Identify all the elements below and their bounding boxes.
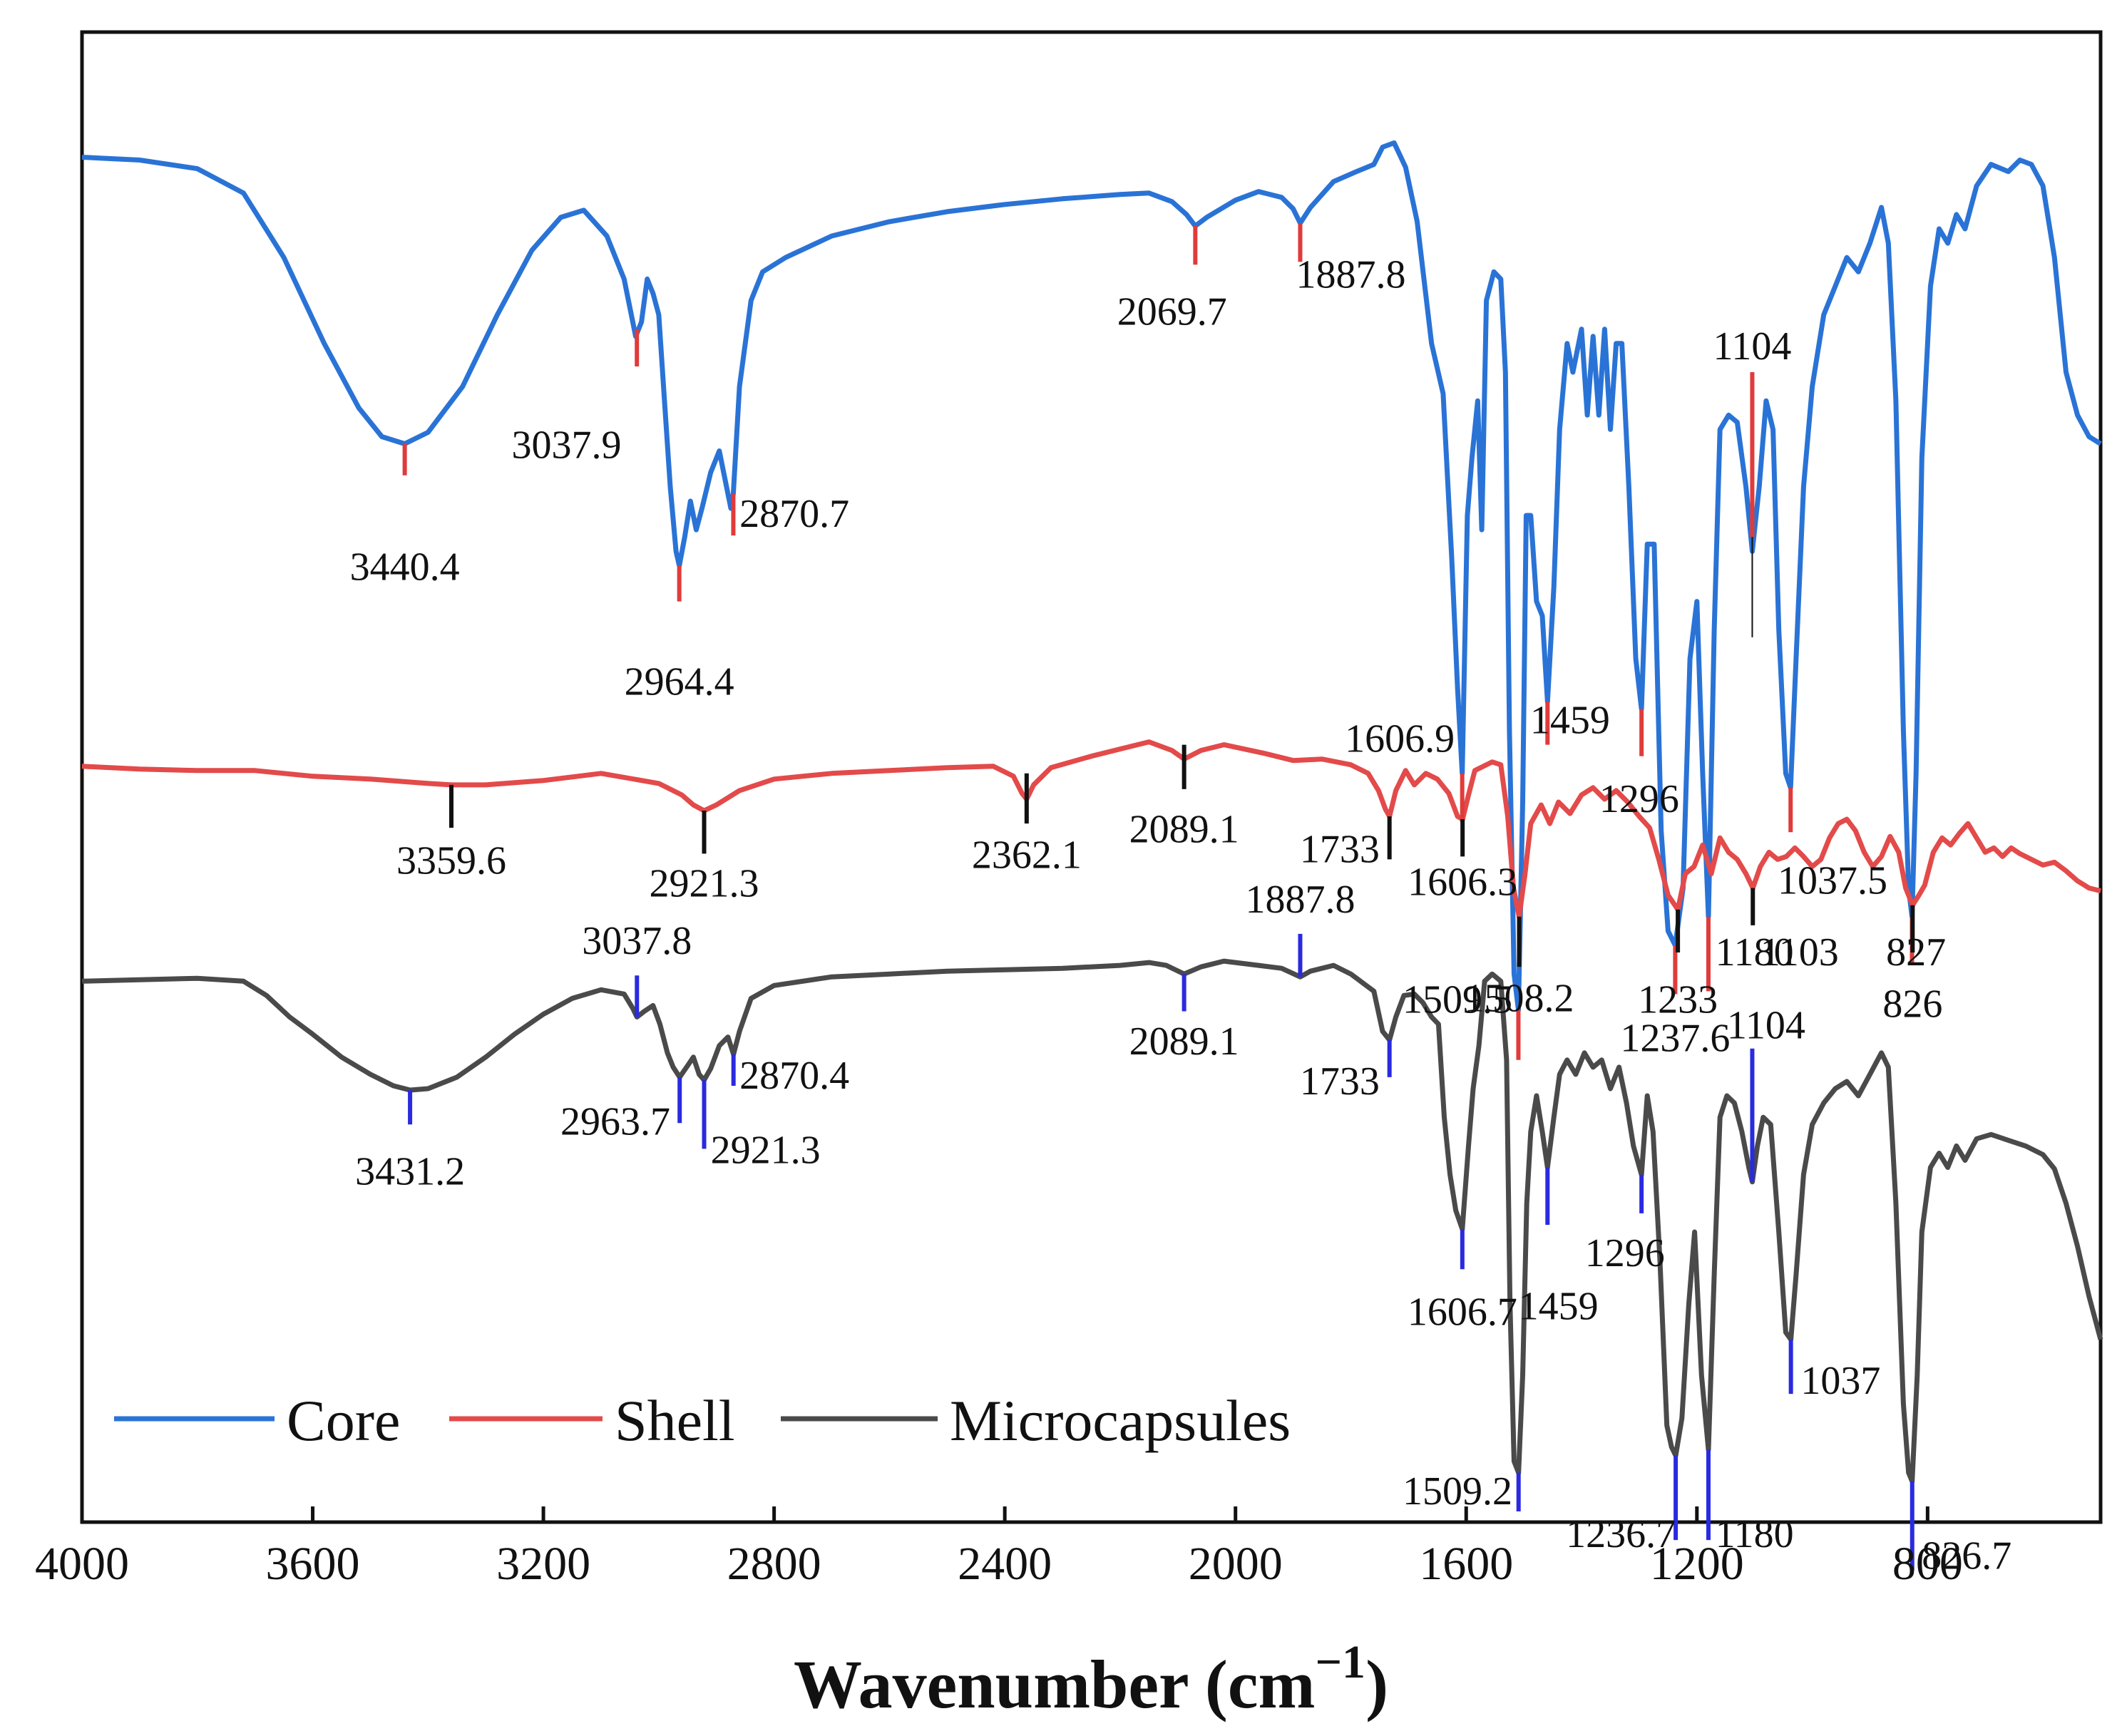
- peak-label-core-1237-6: 1237.6: [1620, 1017, 1730, 1061]
- x-axis-title-main: Wavenumber (cm: [794, 1646, 1315, 1722]
- x-tick-label-2400: 2400: [958, 1538, 1052, 1590]
- peak-label-microcapsules-1606-7: 1606.7: [1408, 1290, 1517, 1335]
- peak-annotations: 3440.4 3037.9 2964.4 2870.7 2069.7 1887.8 1606…: [350, 222, 2011, 1578]
- series-layer: [81, 140, 2103, 1484]
- peak-label-core-1104: 1104: [1713, 324, 1791, 369]
- peak-label-shell-2921-3: 2921.3: [650, 862, 759, 906]
- series-line-microcapsules: [81, 958, 2103, 1484]
- peak-label-microcapsules-2870-4: 2870.4: [739, 1054, 849, 1098]
- peak-label-core-2069-7: 2069.7: [1117, 290, 1227, 334]
- peak-label-microcapsules-1236-7: 1236.7: [1566, 1512, 1676, 1556]
- peak-label-core-1509-5: 1509.5: [1403, 977, 1512, 1022]
- plot-frame: [80, 30, 2103, 1524]
- peak-label-core-1887-8: 1887.8: [1296, 252, 1405, 297]
- peak-label-microcapsules-3037-8: 3037.8: [582, 919, 692, 963]
- peak-label-microcapsules-1887-8: 1887.8: [1245, 878, 1355, 922]
- legend: Core Shell Microcapsules: [114, 1388, 1291, 1453]
- peak-label-core-3440-4: 3440.4: [350, 545, 460, 589]
- peak-label-core-2870-7: 2870.7: [739, 492, 849, 536]
- peak-label-microcapsules-1459: 1459: [1519, 1285, 1599, 1329]
- x-tick-label-3600: 3600: [266, 1538, 360, 1590]
- peak-label-core-1296: 1296: [1599, 777, 1679, 821]
- peak-label-shell-3359-6: 3359.6: [396, 839, 506, 883]
- peak-label-shell-1103: 1103: [1760, 930, 1839, 975]
- legend-label-microcapsules: Microcapsules: [950, 1388, 1291, 1453]
- peak-label-shell-1733: 1733: [1300, 827, 1380, 871]
- peak-label-shell-2362-1: 2362.1: [972, 833, 1082, 877]
- legend-label-core: Core: [287, 1388, 400, 1453]
- peak-label-microcapsules-1180: 1180: [1716, 1512, 1794, 1556]
- x-tick-label-2800: 2800: [727, 1538, 821, 1590]
- peak-label-microcapsules-1296: 1296: [1585, 1231, 1665, 1275]
- x-tick-label-1200: 1200: [1650, 1538, 1744, 1590]
- x-tick-label-3200: 3200: [496, 1538, 590, 1590]
- peak-label-microcapsules-3431-2: 3431.2: [355, 1150, 465, 1194]
- peak-label-core-827: 827: [1886, 930, 1946, 975]
- peak-label-shell-1606-3: 1606.3: [1408, 861, 1517, 905]
- peak-label-shell-1508-2: 1508.2: [1465, 976, 1574, 1020]
- peak-label-microcapsules-1509-2: 1509.2: [1403, 1469, 1512, 1514]
- peak-label-core-1180: 1180: [1716, 930, 1794, 975]
- peak-label-core-1037-5: 1037.5: [1778, 859, 1887, 903]
- peak-label-core-1606-9: 1606.9: [1345, 717, 1455, 761]
- peak-label-shell-826: 826: [1882, 982, 1942, 1027]
- peak-label-microcapsules-2921-3: 2921.3: [711, 1129, 821, 1173]
- x-axis-title-close: ): [1365, 1646, 1388, 1722]
- x-axis-title: Wavenumber (cm−1): [794, 1636, 1388, 1722]
- peak-label-microcapsules-826-7: 826.7: [1922, 1534, 2011, 1578]
- peak-label-core-3037-9: 3037.9: [511, 423, 621, 468]
- x-tick-label-4000: 4000: [35, 1538, 129, 1590]
- series-line-shell: [81, 739, 2101, 920]
- x-tick-label-2000: 2000: [1189, 1538, 1283, 1590]
- peak-label-shell-2089-1: 2089.1: [1129, 807, 1239, 851]
- peak-label-microcapsules-1733: 1733: [1300, 1059, 1380, 1104]
- x-axis-title-superscript: −1: [1315, 1636, 1365, 1688]
- peak-label-microcapsules-2089-1: 2089.1: [1129, 1019, 1239, 1064]
- x-tick-label-1600: 1600: [1419, 1538, 1513, 1590]
- peak-label-microcapsules-1104: 1104: [1727, 1004, 1805, 1048]
- legend-label-shell: Shell: [615, 1388, 735, 1453]
- peak-label-microcapsules-2963-7: 2963.7: [560, 1099, 670, 1144]
- x-tick-label-800: 800: [1892, 1538, 1963, 1590]
- peak-label-shell-1233: 1233: [1638, 977, 1718, 1022]
- peak-label-core-2964-4: 2964.4: [625, 659, 734, 704]
- peak-label-core-1459: 1459: [1530, 699, 1610, 743]
- peak-label-microcapsules-1037: 1037: [1800, 1359, 1880, 1403]
- x-axis: 4000 3600 3200 2800 2400 2000 1600 1200 800: [35, 1506, 1963, 1590]
